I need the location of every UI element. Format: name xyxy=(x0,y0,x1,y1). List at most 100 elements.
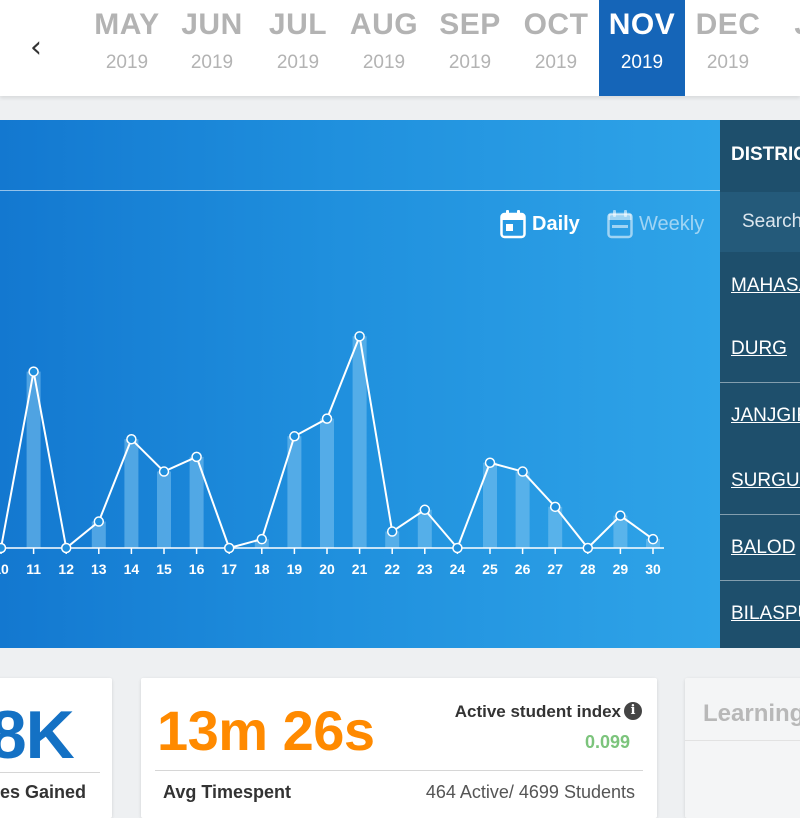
chart-bar xyxy=(157,471,171,548)
calendar-icon xyxy=(500,210,526,239)
weekly-label: Weekly xyxy=(639,212,705,235)
month-nov[interactable]: NOV 2019 xyxy=(599,0,685,96)
chart-point[interactable] xyxy=(256,533,268,545)
x-tick-label: 14 xyxy=(124,561,140,577)
month-oct[interactable]: OCT 2019 xyxy=(513,0,599,96)
month-name: DEC xyxy=(695,8,761,41)
district-item[interactable]: DURG xyxy=(720,316,800,382)
chart-point[interactable] xyxy=(419,504,431,516)
chart-bar xyxy=(91,521,106,548)
month-sep[interactable]: SEP 2019 xyxy=(427,0,513,96)
line-chart: 10 11 12 13 14 15 16 17 18 19 20 21 22 23 24 25 26 27 28 29… xyxy=(0,331,664,577)
chart-point[interactable] xyxy=(647,533,659,545)
x-tick-label: 18 xyxy=(254,561,270,577)
daily-label: Daily xyxy=(532,212,580,235)
daily-activity-chart-panel: Daily Weekly 10 11 12 13 14 15 16 17 18 19 20 21 22 2… xyxy=(0,120,720,648)
chart-point[interactable] xyxy=(126,433,137,445)
card-divider xyxy=(685,740,800,741)
x-tick-label: 28 xyxy=(580,561,596,577)
calendar-week-icon xyxy=(607,210,633,239)
chart-point[interactable] xyxy=(517,466,528,477)
active-student-index-value: 0.099 xyxy=(584,732,630,752)
x-tick-label: 10 xyxy=(0,561,9,577)
chart-bar xyxy=(287,436,302,548)
month-may[interactable]: MAY 2019 xyxy=(84,0,170,96)
chart-bar xyxy=(613,515,628,548)
weekly-toggle[interactable]: Weekly xyxy=(607,206,704,242)
chart-bar xyxy=(352,336,367,548)
chart-point[interactable] xyxy=(28,366,39,377)
month-name: MAY xyxy=(94,8,160,41)
chevron-left-icon[interactable]: ‹ xyxy=(30,30,42,65)
chart-point[interactable] xyxy=(452,542,463,554)
students-count: 464 Active/ 4699 Students xyxy=(425,782,635,802)
x-tick-label: 13 xyxy=(91,561,107,577)
x-tick-label: 22 xyxy=(384,561,400,577)
chart-point[interactable] xyxy=(354,331,365,342)
chart-point[interactable] xyxy=(289,431,300,442)
chart-point[interactable] xyxy=(223,542,235,554)
chart-bar xyxy=(26,371,41,548)
chart-point[interactable] xyxy=(321,413,333,424)
x-tick-label: 11 xyxy=(26,561,41,577)
info-icon[interactable]: i xyxy=(624,702,642,720)
month-navigation: ‹ MAY 2019 JUN 2019 JUL 2019 AUG 2019 SE… xyxy=(0,0,800,96)
district-item[interactable]: SURGUJA xyxy=(720,448,800,514)
timespent-card: 13m 26s Active student index i 0.099 Avg… xyxy=(141,678,657,818)
month-jan[interactable]: JA 2 xyxy=(771,0,800,96)
activities-card: 38K Activities Gained xyxy=(0,678,112,818)
month-year: 2 xyxy=(771,52,800,74)
timespent-value: 13m 26s xyxy=(157,699,375,762)
chart-point[interactable] xyxy=(0,542,7,554)
chart-point[interactable] xyxy=(158,466,170,477)
district-item[interactable]: BILASPUR xyxy=(720,580,800,647)
district-panel: DISTRICT MAHASAMUND DURG JANJGIR SURGUJA… xyxy=(720,120,800,648)
chart-point[interactable] xyxy=(615,510,626,521)
x-tick-label: 30 xyxy=(645,561,661,577)
district-link[interactable]: SURGUJA xyxy=(731,470,800,491)
chart-point[interactable] xyxy=(191,451,202,463)
chart-point[interactable] xyxy=(60,542,72,554)
x-tick-label: 23 xyxy=(417,561,433,577)
daily-toggle[interactable]: Daily xyxy=(500,206,580,242)
district-link[interactable]: BILASPUR xyxy=(731,603,800,624)
district-item[interactable]: JANJGIR xyxy=(720,382,800,449)
chart-bar xyxy=(483,462,497,548)
month-year: 2019 xyxy=(276,52,320,73)
month-year: 2019 xyxy=(706,52,750,73)
chart-point[interactable] xyxy=(93,516,105,527)
month-jul[interactable]: JUL 2019 xyxy=(255,0,341,96)
month-dec[interactable]: DEC 2019 xyxy=(685,0,771,96)
month-name: JA xyxy=(771,8,800,42)
month-year: 2019 xyxy=(620,52,664,73)
active-student-index-label: Active student index xyxy=(454,702,621,721)
month-name: NOV xyxy=(608,8,676,41)
month-year: 2019 xyxy=(448,52,492,73)
month-year: 2019 xyxy=(362,52,406,73)
chart-point[interactable] xyxy=(549,501,561,513)
x-tick-label: 19 xyxy=(287,561,303,577)
learning-card: Learning xyxy=(685,678,800,818)
chart-bar xyxy=(189,456,204,548)
chart-bar xyxy=(417,509,432,548)
month-jun[interactable]: JUN 2019 xyxy=(169,0,255,96)
x-tick-label: 21 xyxy=(352,561,368,577)
chart-point[interactable] xyxy=(582,542,594,554)
chart-point[interactable] xyxy=(484,457,496,468)
district-search-input[interactable] xyxy=(742,211,800,233)
district-link[interactable]: BALOD xyxy=(731,537,796,558)
x-tick-label: 26 xyxy=(515,561,531,577)
district-link[interactable]: DURG xyxy=(731,338,787,359)
month-year: 2019 xyxy=(534,52,578,73)
month-aug[interactable]: AUG 2019 xyxy=(341,0,427,96)
month-name: OCT xyxy=(523,8,589,41)
x-tick-label: 12 xyxy=(58,561,74,577)
month-name: JUL xyxy=(268,8,328,41)
chart-divider xyxy=(0,190,720,191)
chart-point[interactable] xyxy=(386,526,398,537)
district-link[interactable]: JANJGIR xyxy=(731,405,800,426)
district-link[interactable]: MAHASAMUND xyxy=(731,275,800,296)
district-item[interactable]: MAHASAMUND xyxy=(720,253,800,319)
activities-label: Activities Gained xyxy=(0,782,87,802)
district-item[interactable]: BALOD xyxy=(720,514,800,581)
